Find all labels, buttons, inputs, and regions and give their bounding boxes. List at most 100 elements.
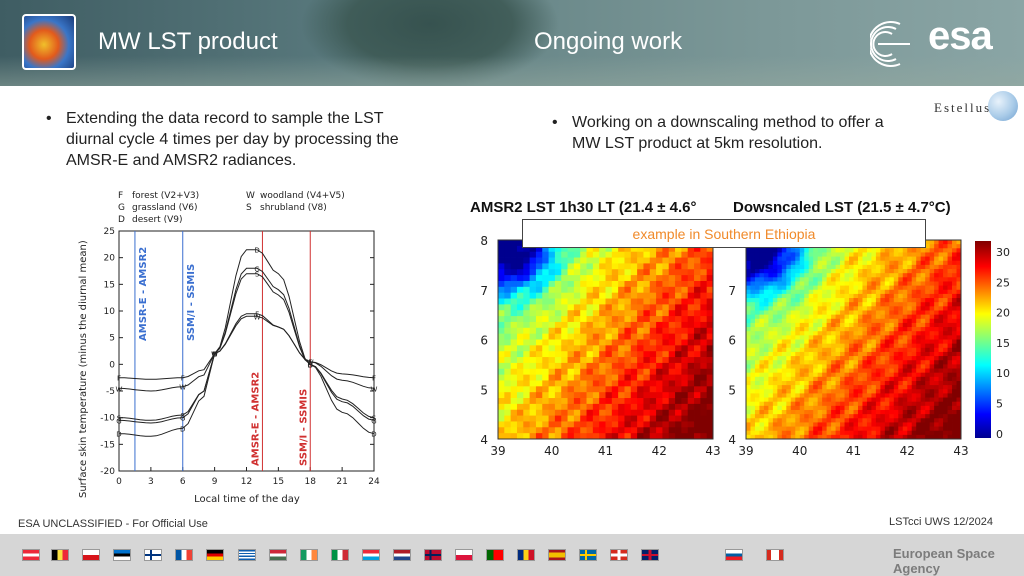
map-cell [889,368,895,374]
map-cell [925,351,931,357]
map-cell [573,251,581,258]
map-cell [746,360,751,365]
map-cell [813,376,819,382]
map-cell [943,405,948,411]
map-cell [934,393,940,398]
map-cell [643,345,651,352]
map-cell [759,401,765,407]
map-cell [662,263,670,270]
map-cell [656,398,663,405]
y-tick-label: -10 [100,414,115,424]
lat-tick-label: 5 [728,383,736,397]
map-cell [746,364,751,369]
map-cell [649,351,657,358]
map-cell [768,393,774,398]
map-cell [857,335,863,340]
map-cell [943,343,948,349]
map-cell [956,368,962,374]
map-cell [898,273,904,278]
map-cell [934,327,940,332]
map-cell [675,398,682,405]
map-cell [637,415,644,422]
map-cell [875,285,881,291]
map-cell [804,285,810,291]
map-cell [637,269,644,276]
map-cell [902,397,908,403]
map-cell [875,318,881,324]
map-cell [795,289,801,295]
map-cell [700,310,708,317]
map-cell [790,430,796,436]
map-cell [916,306,922,311]
map-cell [925,269,931,274]
map-cell [706,339,714,346]
map-cell [952,414,957,419]
map-cell [763,380,769,386]
map-cell [952,264,957,270]
map-cell [763,273,769,278]
map-cell [808,364,814,369]
map-cell [929,343,935,349]
map-cell [813,285,819,291]
series-marker: S [212,351,217,359]
flag-greece-icon [238,549,256,561]
map-cell [781,385,787,390]
map-cell [938,260,944,266]
map-cell [580,310,587,317]
map-cell [826,409,832,415]
map-cell [808,434,814,440]
map-cell [561,263,568,270]
map-cell [542,316,549,323]
map-cell [529,374,537,381]
map-cell [857,298,863,303]
map-cell [871,306,877,311]
map-cell [826,302,832,307]
map-cell [956,418,962,423]
map-cell [840,260,845,266]
map-cell [662,257,670,264]
map-cell [790,289,796,295]
map-cell [893,264,899,270]
event-label: LSTcci UWS 12/2024 [889,516,993,528]
map-cell [586,310,594,317]
map-cell [853,409,859,415]
map-cell [529,245,537,253]
map-cell [706,251,714,258]
map-cell [498,286,505,294]
map-cell [898,405,904,411]
map-cell [675,421,682,428]
map-cell [554,333,562,340]
map-cell [853,372,859,378]
map-cell [929,289,935,295]
map-cell [826,422,832,427]
map-cell [826,289,832,295]
map-cell [853,289,859,295]
map-cell [768,380,774,386]
map-cell [844,339,850,345]
map-cell [956,401,962,407]
map-cell [630,304,638,311]
map-cell [510,357,518,364]
map-cell [835,331,841,336]
map-cell [875,327,881,332]
map-cell [618,427,625,434]
map-cell [884,418,890,423]
map-cell [548,351,556,358]
map-cell [840,393,845,398]
map-cell [763,422,769,427]
map-cell [592,269,600,276]
map-cell [907,252,913,257]
series-line [118,273,375,421]
map-cell [781,393,787,398]
map-cell [857,380,863,386]
flag-canada-icon [766,549,784,561]
map-cell [681,427,689,434]
map-cell [808,281,814,287]
map-cell [817,405,823,411]
map-cell [808,418,814,423]
map-cell [790,409,796,415]
map-cell [786,393,792,398]
map-cell [567,415,575,422]
lon-tick-label: 40 [544,444,559,458]
map-cell [943,389,948,394]
